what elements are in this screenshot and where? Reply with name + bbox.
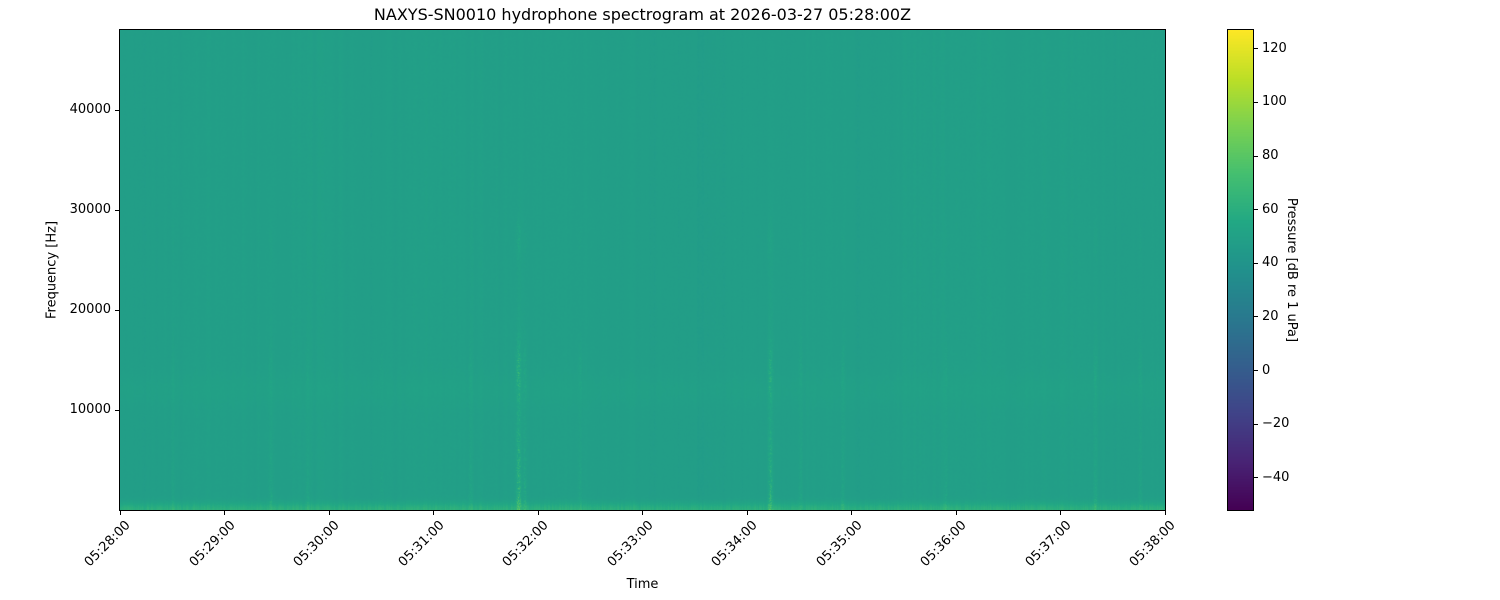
colorbar-tick-mark [1254, 155, 1258, 157]
x-tick-mark [851, 511, 852, 515]
colorbar-label: Pressure [dB re 1 uPa] [1284, 197, 1299, 343]
x-tick-mark [642, 511, 643, 515]
x-tick-label: 05:28:00 [81, 518, 134, 570]
y-tick-label: 40000 [69, 102, 111, 117]
colorbar-tick-mark [1254, 477, 1258, 479]
colorbar-tick-label: 60 [1262, 201, 1279, 217]
colorbar-tick-mark [1254, 423, 1258, 425]
x-tick-mark [955, 511, 957, 515]
plot-area [119, 29, 1166, 511]
x-tick-mark [328, 511, 330, 515]
colorbar-tick-label: 20 [1262, 308, 1279, 324]
chart-title: NAXYS-SN0010 hydrophone spectrogram at 2… [373, 5, 912, 24]
y-tick-mark [115, 209, 119, 211]
colorbar-tick-mark [1254, 209, 1258, 211]
y-tick-label: 20000 [69, 302, 111, 317]
colorbar-tick-label: −40 [1262, 469, 1290, 485]
x-tick-mark [119, 511, 121, 515]
colorbar-tick-label: 40 [1262, 255, 1279, 271]
x-tick-mark [746, 511, 748, 515]
y-tick-label: 10000 [69, 402, 111, 417]
colorbar [1227, 29, 1254, 511]
x-tick-mark [224, 511, 225, 515]
colorbar-tick-mark [1254, 262, 1258, 264]
colorbar-tick-mark [1254, 101, 1258, 103]
x-axis-label: Time [626, 577, 659, 592]
y-tick-mark [115, 409, 119, 411]
colorbar-tick-label: 80 [1262, 148, 1279, 164]
colorbar-tick-label: 0 [1262, 362, 1271, 378]
x-tick-mark [1060, 511, 1061, 515]
spectrogram-image [120, 30, 1165, 510]
colorbar-tick-label: 120 [1262, 40, 1287, 56]
y-tick-label: 30000 [69, 202, 111, 217]
x-tick-mark [433, 511, 434, 515]
x-tick-mark [1164, 511, 1166, 515]
y-tick-mark [115, 109, 119, 111]
colorbar-gradient [1228, 30, 1253, 510]
y-tick-mark [115, 309, 119, 311]
colorbar-tick-label: 100 [1262, 94, 1287, 110]
colorbar-tick-mark [1254, 48, 1258, 50]
colorbar-tick-mark [1254, 316, 1258, 318]
colorbar-tick-mark [1254, 370, 1258, 372]
colorbar-tick-label: −20 [1262, 416, 1290, 432]
x-tick-mark [537, 511, 539, 515]
